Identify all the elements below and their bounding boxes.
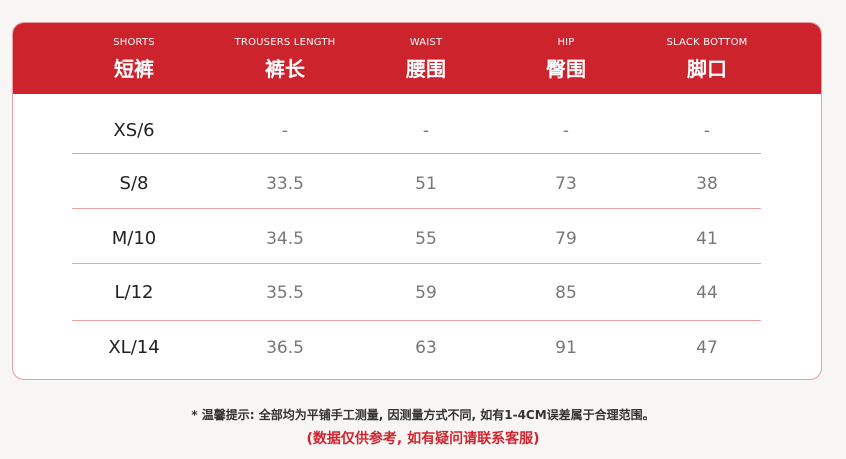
size-label: L/12 — [114, 282, 154, 303]
measurement-cell: 91 — [555, 338, 577, 358]
measurement-cell: 47 — [696, 338, 718, 358]
measurement-cell: - — [422, 121, 430, 141]
measurement-cell: - — [703, 121, 711, 141]
table-row: XL/14 36.5 63 91 47 — [13, 321, 821, 375]
table-row: M/10 34.5 55 79 41 — [13, 212, 821, 266]
measurement-cell: 59 — [415, 283, 437, 303]
row-divider — [72, 208, 761, 209]
size-label: XS/6 — [113, 120, 155, 141]
measurement-cell: 38 — [696, 174, 718, 194]
measurement-cell: 73 — [555, 174, 577, 194]
table-row: L/12 35.5 59 85 44 — [13, 266, 821, 320]
measurement-cell: 85 — [555, 283, 577, 303]
measurement-cell: 63 — [415, 338, 437, 358]
row-divider — [72, 153, 761, 154]
measurement-cell: 41 — [696, 229, 718, 249]
table-row: XS/6 - - - - — [13, 104, 821, 158]
table-header: SHORTS 短裤 TROUSERS LENGTH 裤长 WAIST 腰围 HIP 臀围 SLA… — [13, 23, 821, 94]
measurement-cell: 44 — [696, 283, 718, 303]
measurement-cell: - — [281, 121, 289, 141]
measurement-tip: * 温馨提示: 全部均为平铺手工测量, 因测量方式不同, 如有1-4CM误差属于… — [191, 408, 655, 422]
measurement-cell: - — [562, 121, 570, 141]
column-header-zh: 短裤 — [114, 57, 154, 81]
disclaimer: (数据仅供参考, 如有疑问请联系客服) — [306, 431, 540, 447]
measurement-cell: 55 — [415, 229, 437, 249]
column-header-en: WAIST — [409, 37, 443, 48]
size-label: S/8 — [119, 173, 149, 194]
table-row: S/8 33.5 51 73 38 — [13, 157, 821, 211]
row-divider — [72, 263, 761, 264]
column-header-zh: 腰围 — [406, 57, 446, 81]
measurement-cell: 33.5 — [266, 174, 304, 194]
size-chart-table: SHORTS 短裤 TROUSERS LENGTH 裤长 WAIST 腰围 HIP 臀围 SLA… — [12, 22, 822, 380]
measurement-cell: 34.5 — [266, 229, 304, 249]
column-header-zh: 臀围 — [546, 57, 586, 81]
size-label: XL/14 — [108, 337, 160, 358]
column-header-zh: 脚口 — [687, 57, 727, 81]
measurement-cell: 79 — [555, 229, 577, 249]
column-header-en: SLACK BOTTOM — [666, 37, 748, 48]
column-header-zh: 裤长 — [265, 57, 305, 81]
measurement-cell: 36.5 — [266, 338, 304, 358]
column-header-en: SHORTS — [113, 37, 155, 48]
size-label: M/10 — [111, 228, 157, 249]
row-divider — [72, 320, 761, 321]
column-header-en: HIP — [557, 37, 575, 48]
measurement-cell: 35.5 — [266, 283, 304, 303]
measurement-cell: 51 — [415, 174, 437, 194]
column-header-en: TROUSERS LENGTH — [234, 37, 336, 48]
